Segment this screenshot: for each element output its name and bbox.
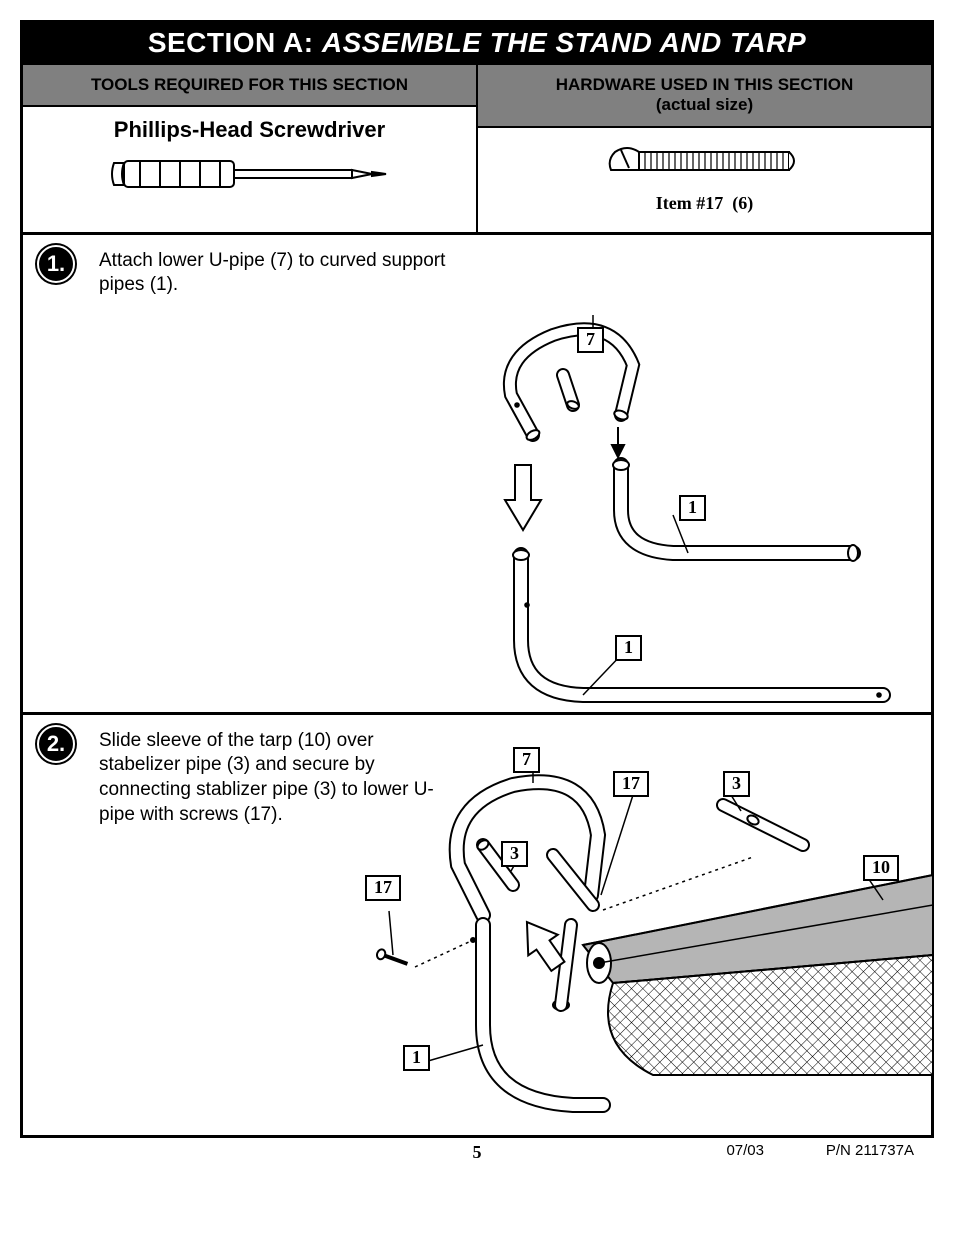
hardware-used-header: HARDWARE USED IN THIS SECTION (actual si… xyxy=(478,65,931,128)
callout: 17 xyxy=(365,875,401,901)
page-footer: 5 07/03 P/N 211737A xyxy=(20,1142,934,1166)
footer-date: 07/03 xyxy=(726,1142,764,1159)
callout: 1 xyxy=(679,495,706,521)
callout: 10 xyxy=(863,855,899,881)
step-2: 2. Slide sleeve of the tarp (10) over st… xyxy=(23,715,931,1135)
tools-required-header: TOOLS REQUIRED FOR THIS SECTION xyxy=(23,65,476,107)
step-1-number: 1. xyxy=(37,245,75,283)
callout: 7 xyxy=(513,747,540,773)
tools-required-body: Phillips-Head Screwdriver xyxy=(23,107,476,231)
hardware-item-qty: (6) xyxy=(732,193,753,213)
hardware-used-cell: HARDWARE USED IN THIS SECTION (actual si… xyxy=(478,65,931,232)
callout: 7 xyxy=(577,327,604,353)
hardware-item-prefix: Item #17 xyxy=(656,193,723,213)
callout: 3 xyxy=(723,771,750,797)
tools-hardware-row: TOOLS REQUIRED FOR THIS SECTION Phillips… xyxy=(23,65,931,235)
hardware-header-line1: HARDWARE USED IN THIS SECTION xyxy=(556,75,854,94)
tools-required-cell: TOOLS REQUIRED FOR THIS SECTION Phillips… xyxy=(23,65,478,232)
section-header: SECTION A: ASSEMBLE THE STAND AND TARP xyxy=(23,23,931,65)
hardware-item-label: Item #17 (6) xyxy=(478,193,931,214)
callout: 3 xyxy=(501,841,528,867)
hardware-header-line2: (actual size) xyxy=(656,95,753,114)
hardware-used-body: Item #17 (6) xyxy=(478,128,931,232)
callout: 1 xyxy=(403,1045,430,1071)
callout: 1 xyxy=(615,635,642,661)
step-1-diagram xyxy=(403,305,913,715)
step-2-number: 2. xyxy=(37,725,75,763)
page-number: 5 xyxy=(473,1142,482,1163)
step-1-text: Attach lower U-pipe (7) to curved suppor… xyxy=(99,249,459,298)
screw-icon xyxy=(605,138,805,182)
step-1: 1. Attach lower U-pipe (7) to curved sup… xyxy=(23,235,931,715)
section-title: ASSEMBLE THE STAND AND TARP xyxy=(322,27,806,58)
screwdriver-icon xyxy=(110,149,390,199)
callout: 17 xyxy=(613,771,649,797)
tool-name: Phillips-Head Screwdriver xyxy=(23,117,476,143)
instruction-page: SECTION A: ASSEMBLE THE STAND AND TARP T… xyxy=(20,20,934,1138)
footer-part-number: P/N 211737A xyxy=(826,1142,914,1159)
section-prefix: SECTION A: xyxy=(148,27,314,58)
step-2-diagram xyxy=(343,745,933,1125)
